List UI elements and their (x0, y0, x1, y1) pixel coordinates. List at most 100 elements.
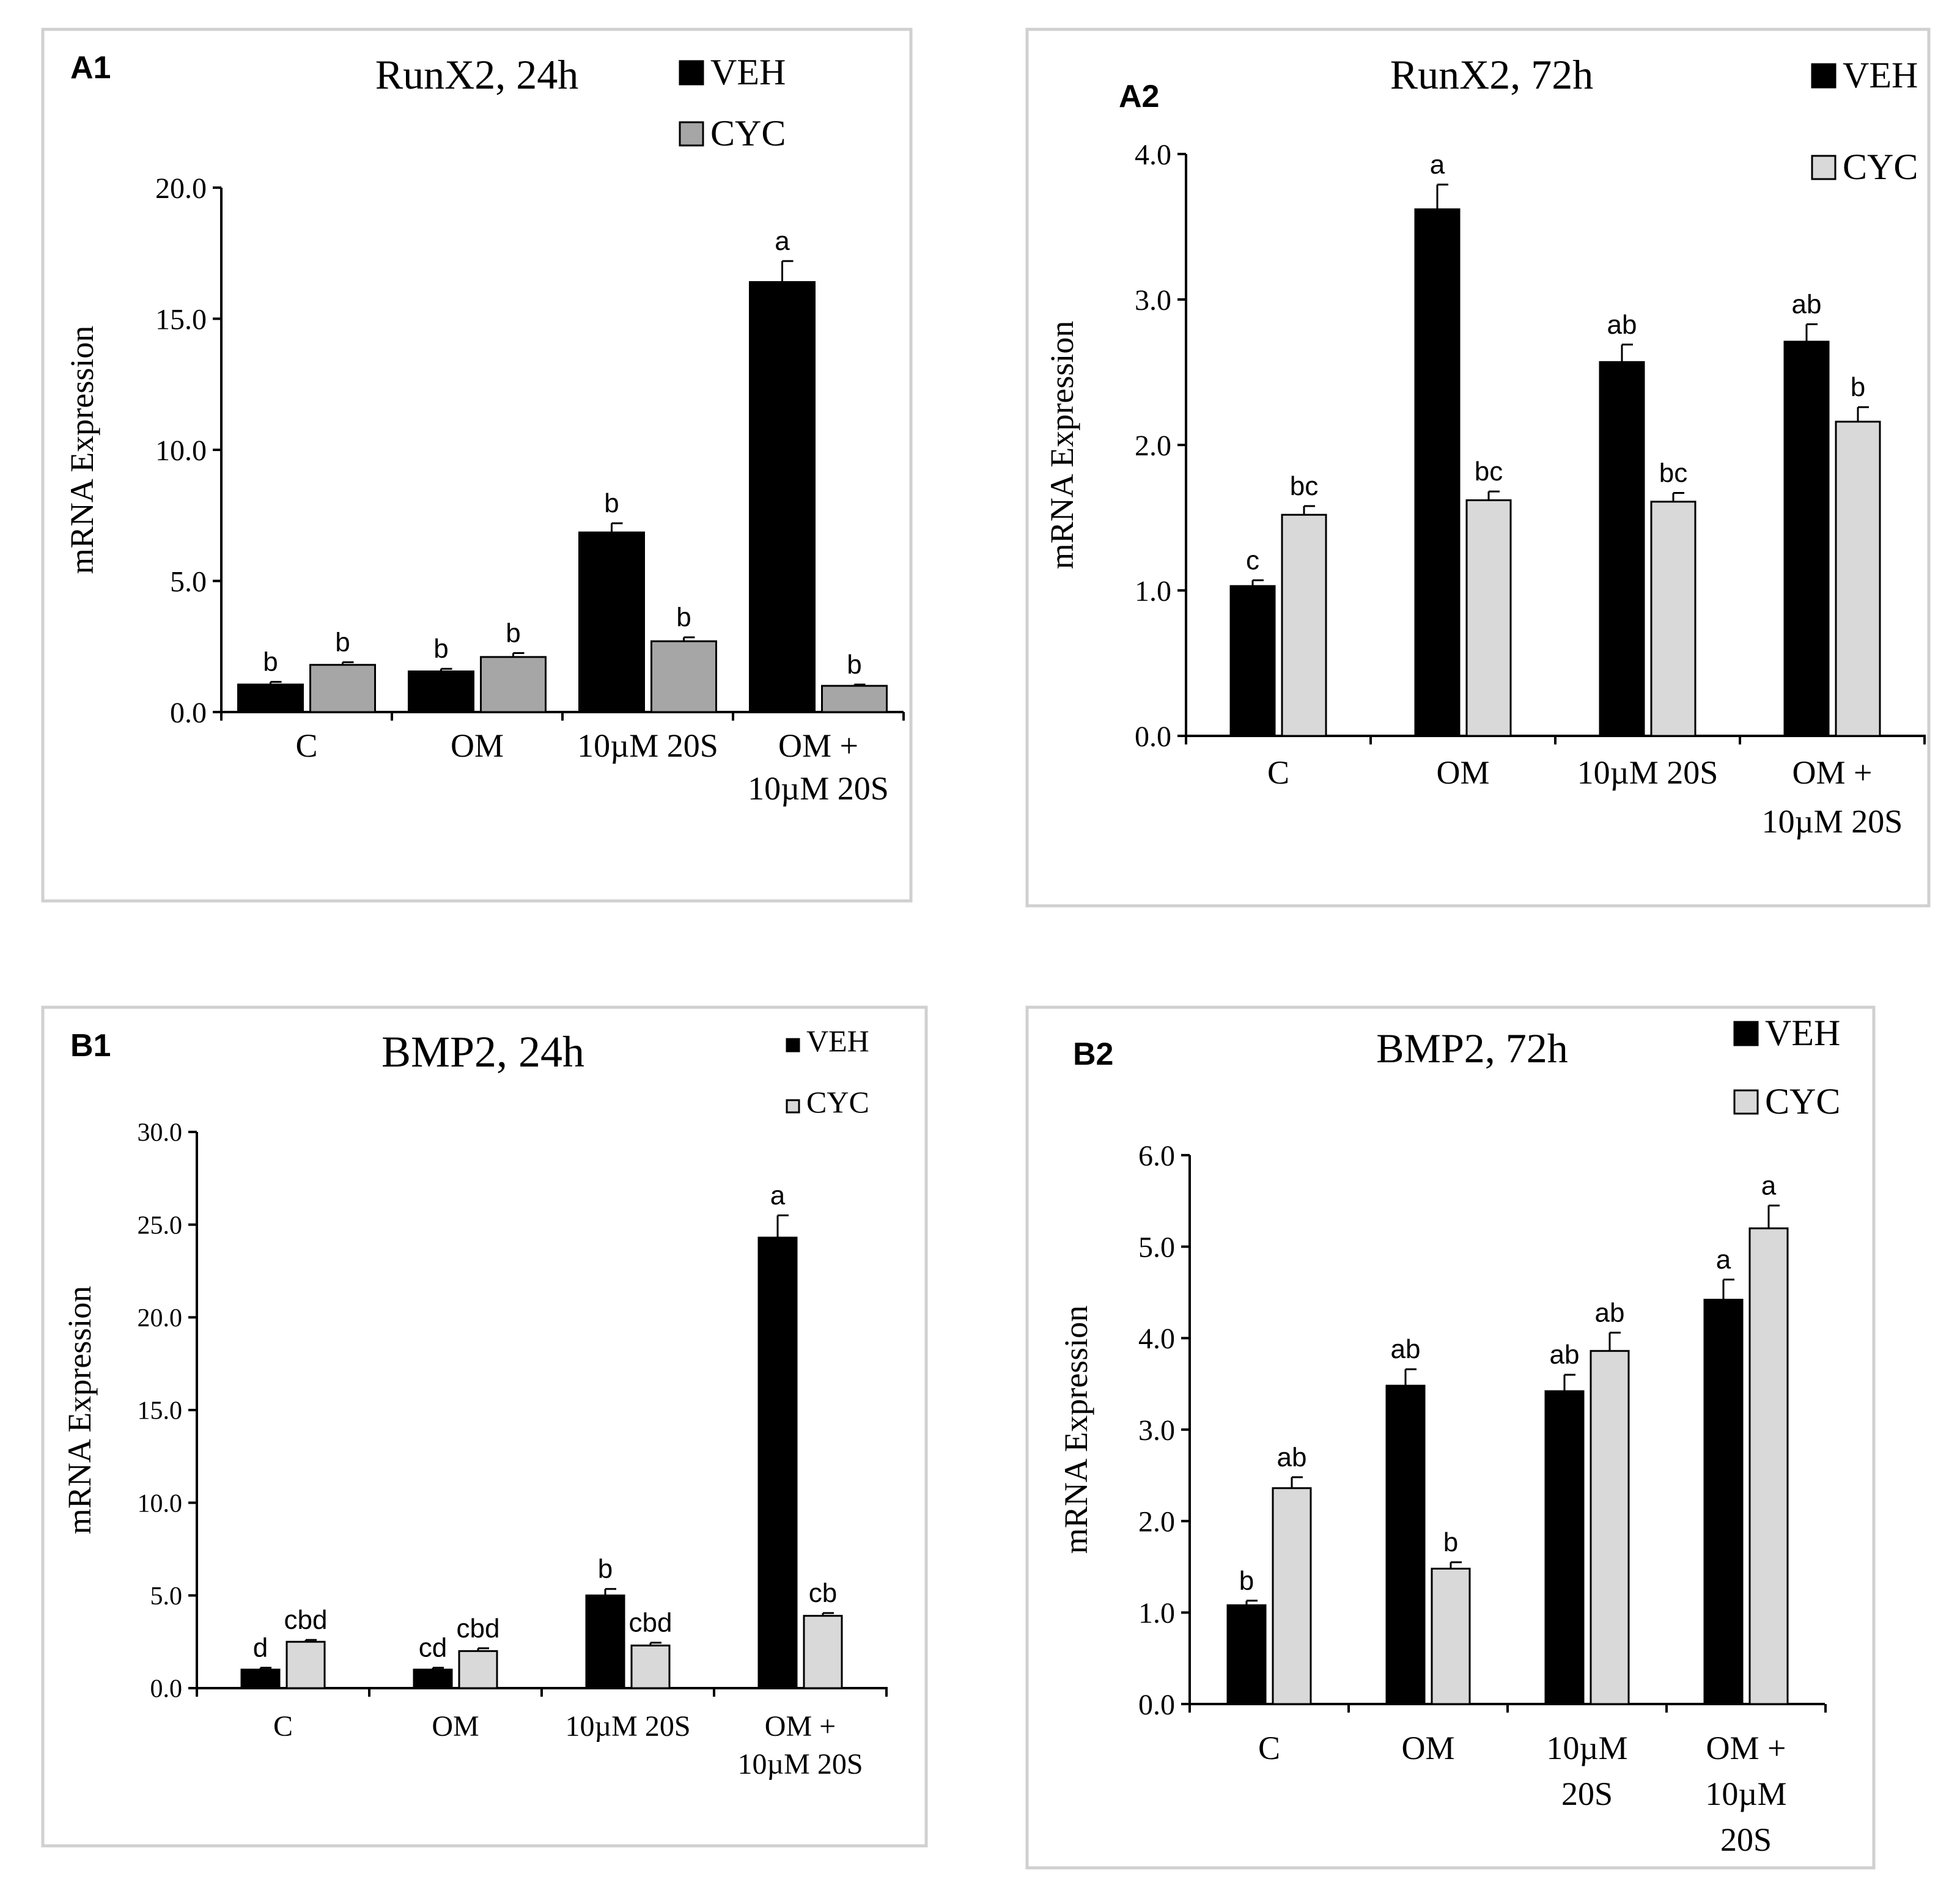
legend-label-veh: VEH (710, 52, 786, 92)
chart-title: BMP2, 72h (1376, 1025, 1568, 1071)
bar-cyc (458, 1650, 498, 1689)
panel-a1: A1 RunX2, 24h 0.0 5.0 10.0 15.0 20.0 mRNA Expre… (41, 28, 913, 903)
bar-veh (757, 1236, 798, 1689)
significance-letter: cbd (284, 1605, 328, 1635)
x-tick-label: 10µM 20S (1762, 803, 1903, 840)
legend-label-veh: VEH (1765, 1013, 1840, 1053)
y-axis-label: mRNA Expression (1058, 1306, 1094, 1554)
significance-letter: a (1430, 150, 1445, 180)
bar-veh (1783, 340, 1830, 737)
bar-cyc (650, 640, 717, 713)
chart-title: BMP2, 24h (381, 1027, 584, 1076)
significance-letter: cbd (457, 1614, 500, 1644)
bar-veh (240, 1669, 281, 1689)
x-tick-label: 10µM 20S (748, 770, 889, 807)
x-tick-label: 10µM (1705, 1776, 1786, 1812)
y-tick-label: 5.0 (150, 1582, 183, 1611)
y-tick-label: 2.0 (1135, 430, 1171, 462)
bar-veh (1385, 1384, 1426, 1705)
y-tick-label: 25.0 (138, 1211, 183, 1240)
x-tick-label: 20S (1720, 1821, 1772, 1858)
legend-swatch-veh (1733, 1021, 1759, 1046)
significance-letter: a (1716, 1245, 1731, 1275)
y-tick-label: 5.0 (1138, 1231, 1175, 1263)
legend-label-cyc: CYC (710, 113, 786, 153)
bar-veh (749, 281, 816, 713)
significance-letter: bc (1475, 457, 1503, 487)
x-tick-label: 10µM 20S (737, 1748, 863, 1780)
x-tick-label: OM (1436, 754, 1489, 791)
significance-letter: b (604, 488, 619, 518)
significance-letter: b (263, 647, 278, 677)
significance-letter: b (433, 634, 448, 664)
significance-letter: cb (809, 1578, 837, 1608)
panel-b2: B2 BMP2, 72h 0.0 1.0 2.0 3.0 4.0 5.0 6.0 mRNA Exp… (1025, 1005, 1876, 1870)
significance-letter: b (1239, 1566, 1254, 1596)
y-tick-label: 20.0 (155, 172, 207, 205)
legend-swatch-cyc (1811, 155, 1837, 180)
bar-cyc (309, 664, 376, 713)
panel-label: B2 (1073, 1037, 1113, 1072)
legend-label-cyc: CYC (806, 1085, 869, 1119)
x-tick-label: OM (1401, 1730, 1454, 1766)
significance-letter: ab (1550, 1340, 1580, 1370)
bar-cyc (803, 1615, 843, 1689)
significance-letter: b (1443, 1527, 1458, 1557)
y-tick-label: 3.0 (1138, 1414, 1175, 1447)
bar-veh (1544, 1390, 1585, 1705)
bar-cyc (821, 685, 888, 713)
legend-swatch-cyc (679, 121, 704, 147)
bar-cyc (1431, 1567, 1471, 1705)
y-tick-label: 0.0 (1135, 721, 1171, 753)
bar-cyc (1272, 1487, 1312, 1705)
legend-swatch-cyc (1733, 1089, 1759, 1115)
bar-cyc (1590, 1350, 1630, 1705)
y-tick-label: 0.0 (1138, 1689, 1175, 1721)
bar-cyc (480, 656, 547, 713)
x-tick-label: 20S (1561, 1776, 1613, 1812)
y-tick-label: 0.0 (170, 697, 207, 729)
legend-label-veh: VEH (806, 1024, 869, 1058)
panel-label: B1 (70, 1028, 111, 1063)
bar-veh (578, 531, 645, 713)
significance-letter: cd (419, 1633, 447, 1663)
y-axis-label: mRNA Expression (64, 326, 100, 575)
panel-label: A2 (1119, 79, 1159, 114)
significance-letter: b (847, 650, 861, 680)
y-tick-label: 2.0 (1138, 1505, 1175, 1538)
legend-label-cyc: CYC (1765, 1081, 1840, 1122)
significance-letter: a (770, 1181, 786, 1211)
significance-letter: b (1851, 372, 1865, 402)
legend-label-cyc: CYC (1843, 147, 1918, 187)
bar-veh (1229, 585, 1276, 737)
significance-letter: b (676, 603, 691, 633)
bar-cyc (1465, 499, 1512, 737)
x-tick-label: OM + (1706, 1730, 1786, 1766)
bar-veh (1226, 1604, 1267, 1705)
significance-letter: ab (1391, 1334, 1421, 1364)
bar-veh (585, 1594, 625, 1689)
significance-letter: ab (1595, 1298, 1625, 1328)
significance-letter: d (253, 1633, 268, 1663)
x-tick-label: 10µM (1546, 1730, 1627, 1766)
y-tick-label: 10.0 (138, 1489, 183, 1518)
bar-cyc (1281, 513, 1327, 737)
significance-letter: a (775, 226, 790, 256)
x-tick-label: 10µM 20S (577, 727, 718, 764)
legend-label-veh: VEH (1843, 55, 1918, 95)
significance-letter: a (1761, 1170, 1777, 1200)
y-tick-label: 1.0 (1138, 1597, 1175, 1629)
y-tick-label: 20.0 (138, 1304, 183, 1332)
y-axis-label: mRNA Expression (1044, 321, 1080, 570)
legend-swatch-veh (786, 1038, 800, 1052)
bar-cyc (630, 1644, 671, 1689)
x-tick-label: 10µM 20S (565, 1710, 690, 1743)
bar-veh (1703, 1298, 1744, 1705)
bar-veh (413, 1669, 453, 1689)
chart-title: RunX2, 72h (1390, 51, 1593, 98)
bar-cyc (286, 1640, 326, 1689)
y-tick-label: 15.0 (155, 303, 207, 336)
significance-letter: b (598, 1554, 613, 1584)
significance-letter: b (506, 618, 520, 648)
